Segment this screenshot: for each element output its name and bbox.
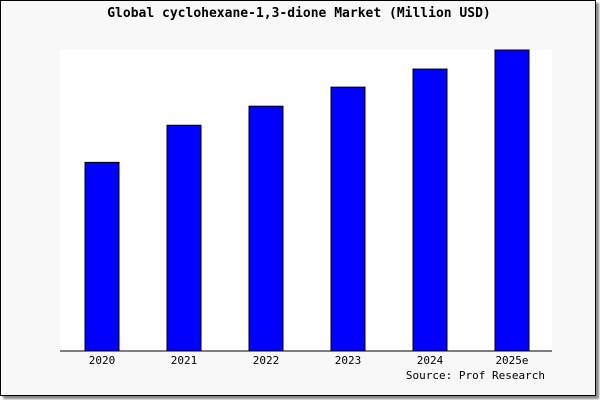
bar-2024 — [412, 68, 448, 352]
x-tick-label: 2025e — [495, 354, 528, 367]
chart-title: Global cyclohexane-1,3-dione Market (Mil… — [107, 6, 491, 21]
bar-2025e — [494, 49, 530, 352]
bar-2021 — [166, 124, 202, 352]
x-tick-label: 2022 — [253, 354, 280, 367]
bar-2020 — [84, 161, 120, 352]
bar-2022 — [248, 105, 284, 352]
x-tick-label: 2020 — [89, 354, 116, 367]
source-note: Source: Prof Research — [405, 369, 545, 382]
x-tick-label: 2024 — [417, 354, 444, 367]
x-tick-label: 2023 — [335, 354, 362, 367]
bar-2023 — [330, 86, 366, 352]
x-tick-label: 2021 — [171, 354, 198, 367]
plot-area — [60, 50, 552, 351]
